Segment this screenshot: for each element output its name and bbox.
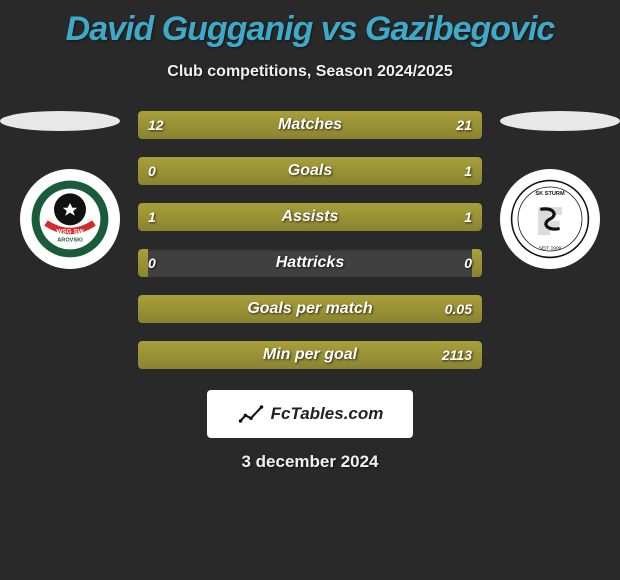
svg-text:AROVSKI: AROVSKI — [57, 237, 83, 243]
stat-row: 00Hattricks — [138, 249, 482, 277]
svg-text:SEIT 1909: SEIT 1909 — [539, 245, 562, 251]
stat-row: 2113Min per goal — [138, 341, 482, 369]
stat-label: Matches — [138, 111, 482, 139]
svg-text:SK STURM: SK STURM — [535, 191, 565, 197]
club-logo-left: WSG SW AROVSKI — [20, 169, 120, 269]
date-label: 3 december 2024 — [0, 452, 620, 472]
stat-label: Assists — [138, 203, 482, 231]
stat-label: Min per goal — [138, 341, 482, 369]
stat-label: Goals — [138, 157, 482, 185]
fctables-logo-icon — [237, 400, 265, 428]
stat-row: 11Assists — [138, 203, 482, 231]
stat-label: Goals per match — [138, 295, 482, 323]
stats-bars: 1221Matches 01Goals 11Assists 00Hattricks 0.… — [138, 111, 482, 387]
avatar-player-right — [500, 111, 620, 131]
subtitle: Club competitions, Season 2024/2025 — [0, 63, 620, 81]
stat-label: Hattricks — [138, 249, 482, 277]
sturm-graz-logo-icon: SK STURM SEIT 1909 — [510, 179, 590, 259]
comparison-content: WSG SW AROVSKI SK STURM SEIT 1909 1221Ma… — [0, 111, 620, 381]
svg-text:WSG SW: WSG SW — [56, 228, 84, 235]
page-title: David Gugganig vs Gazibegovic — [0, 0, 620, 49]
club-logo-right: SK STURM SEIT 1909 — [500, 169, 600, 269]
avatar-player-left — [0, 111, 120, 131]
brand-text: FcTables.com — [271, 404, 384, 424]
wattens-logo-icon: WSG SW AROVSKI — [30, 179, 110, 259]
stat-row: 0.05Goals per match — [138, 295, 482, 323]
brand-box: FcTables.com — [207, 390, 413, 438]
stat-row: 1221Matches — [138, 111, 482, 139]
stat-row: 01Goals — [138, 157, 482, 185]
